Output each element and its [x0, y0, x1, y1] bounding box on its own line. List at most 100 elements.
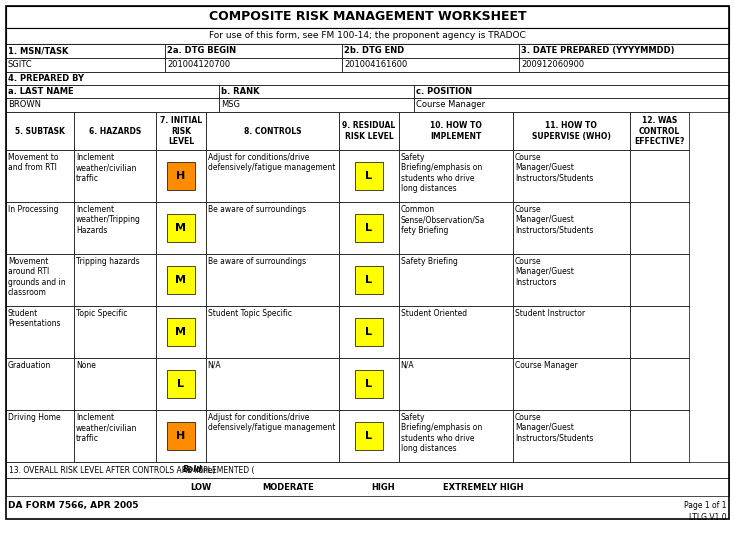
- Bar: [6, 58, 165, 72]
- Bar: [6, 85, 219, 98]
- Bar: [74, 306, 157, 358]
- Text: c. POSITION: c. POSITION: [417, 87, 473, 96]
- Text: one): one): [196, 466, 215, 474]
- Text: Tripping hazards: Tripping hazards: [76, 257, 140, 266]
- Text: Common
Sense/Observation/Sa
fety Briefing: Common Sense/Observation/Sa fety Briefin…: [401, 205, 485, 235]
- Bar: [398, 112, 513, 150]
- Bar: [513, 254, 630, 306]
- Bar: [520, 44, 729, 58]
- Text: M: M: [176, 275, 187, 285]
- Text: M: M: [176, 327, 187, 337]
- Bar: [167, 213, 196, 243]
- Text: Course Manager: Course Manager: [417, 100, 486, 109]
- Text: DA FORM 7566, APR 2005: DA FORM 7566, APR 2005: [8, 501, 138, 510]
- Bar: [206, 112, 340, 150]
- Text: HIGH: HIGH: [371, 482, 395, 492]
- Bar: [398, 254, 513, 306]
- Bar: [6, 410, 74, 462]
- Text: None: None: [76, 361, 96, 370]
- Bar: [167, 370, 196, 398]
- Bar: [355, 162, 383, 190]
- Bar: [355, 317, 383, 346]
- Bar: [6, 478, 729, 496]
- Text: Student Oriented: Student Oriented: [401, 309, 467, 318]
- Text: b. RANK: b. RANK: [221, 87, 259, 96]
- Bar: [167, 162, 196, 190]
- Bar: [520, 58, 729, 72]
- Text: COMPOSITE RISK MANAGEMENT WORKSHEET: COMPOSITE RISK MANAGEMENT WORKSHEET: [209, 10, 526, 24]
- Text: L: L: [365, 275, 373, 285]
- Text: 13. OVERALL RISK LEVEL AFTER CONTROLS ARE IMPLEMENTED (: 13. OVERALL RISK LEVEL AFTER CONTROLS AR…: [9, 466, 257, 474]
- Text: Page 1 of 1: Page 1 of 1: [684, 501, 727, 510]
- Text: Student Topic Specific: Student Topic Specific: [207, 309, 292, 318]
- Bar: [6, 462, 729, 478]
- Text: 2b. DTG END: 2b. DTG END: [344, 46, 404, 55]
- Text: Topic Specific: Topic Specific: [76, 309, 127, 318]
- Bar: [6, 72, 729, 85]
- Text: Driving Home: Driving Home: [8, 413, 60, 422]
- Text: M: M: [176, 223, 187, 233]
- Text: Safety Briefing: Safety Briefing: [401, 257, 457, 266]
- Text: H: H: [176, 431, 186, 441]
- Text: 7. INITIAL
RISK
LEVEL: 7. INITIAL RISK LEVEL: [160, 116, 202, 146]
- Text: For use of this form, see FM 100-14; the proponent agency is TRADOC: For use of this form, see FM 100-14; the…: [209, 31, 526, 40]
- Text: L: L: [177, 379, 184, 389]
- Bar: [165, 44, 343, 58]
- Bar: [398, 306, 513, 358]
- Text: LTLG V1.0: LTLG V1.0: [689, 513, 727, 522]
- Bar: [513, 112, 630, 150]
- Text: 4. PREPARED BY: 4. PREPARED BY: [8, 74, 84, 83]
- Text: Course
Manager/Guest
Instructors/Students: Course Manager/Guest Instructors/Student…: [514, 413, 593, 443]
- Bar: [398, 150, 513, 202]
- Text: Course
Manager/Guest
Instructors/Students: Course Manager/Guest Instructors/Student…: [514, 205, 593, 235]
- Bar: [340, 150, 398, 202]
- Bar: [6, 306, 74, 358]
- Text: Safety
Briefing/emphasis on
students who drive
long distances: Safety Briefing/emphasis on students who…: [401, 413, 482, 453]
- Bar: [340, 306, 398, 358]
- Text: 3. DATE PREPARED (YYYYMMDD): 3. DATE PREPARED (YYYYMMDD): [521, 46, 675, 55]
- Text: L: L: [365, 379, 373, 389]
- Bar: [167, 421, 196, 450]
- Bar: [206, 254, 340, 306]
- Bar: [206, 150, 340, 202]
- Bar: [355, 266, 383, 294]
- Text: a. LAST NAME: a. LAST NAME: [8, 87, 74, 96]
- Bar: [630, 112, 689, 150]
- Bar: [340, 202, 398, 254]
- Bar: [513, 150, 630, 202]
- Text: Movement to
and from RTI: Movement to and from RTI: [8, 153, 59, 172]
- Bar: [74, 358, 157, 410]
- Text: Student
Presentations: Student Presentations: [8, 309, 60, 328]
- Text: Student Instructor: Student Instructor: [514, 309, 585, 318]
- Bar: [219, 85, 415, 98]
- Text: H: H: [176, 171, 186, 181]
- Bar: [630, 306, 689, 358]
- Bar: [74, 254, 157, 306]
- Bar: [630, 254, 689, 306]
- Text: 1. MSN/TASK: 1. MSN/TASK: [8, 46, 68, 55]
- Text: 6. HAZARDS: 6. HAZARDS: [89, 127, 141, 135]
- Bar: [340, 254, 398, 306]
- Bar: [340, 358, 398, 410]
- Bar: [630, 202, 689, 254]
- Bar: [340, 410, 398, 462]
- Bar: [157, 254, 206, 306]
- Text: MODERATE: MODERATE: [262, 482, 315, 492]
- Bar: [206, 202, 340, 254]
- Bar: [206, 410, 340, 462]
- Text: N/A: N/A: [207, 361, 221, 370]
- Text: Adjust for conditions/drive
defensively/fatigue management: Adjust for conditions/drive defensively/…: [207, 153, 335, 172]
- Bar: [343, 58, 520, 72]
- Text: LOW: LOW: [190, 482, 212, 492]
- Text: Course
Manager/Guest
Instructors: Course Manager/Guest Instructors: [514, 257, 574, 287]
- Text: Inclement
weather/Tripping
Hazards: Inclement weather/Tripping Hazards: [76, 205, 141, 235]
- Text: Safety
Briefing/emphasis on
students who drive
long distances: Safety Briefing/emphasis on students who…: [401, 153, 482, 193]
- Bar: [6, 28, 729, 44]
- Bar: [6, 6, 729, 28]
- Bar: [355, 421, 383, 450]
- Bar: [355, 213, 383, 243]
- Text: BROWN: BROWN: [8, 100, 41, 109]
- Bar: [6, 150, 74, 202]
- Bar: [74, 112, 157, 150]
- Text: L: L: [365, 327, 373, 337]
